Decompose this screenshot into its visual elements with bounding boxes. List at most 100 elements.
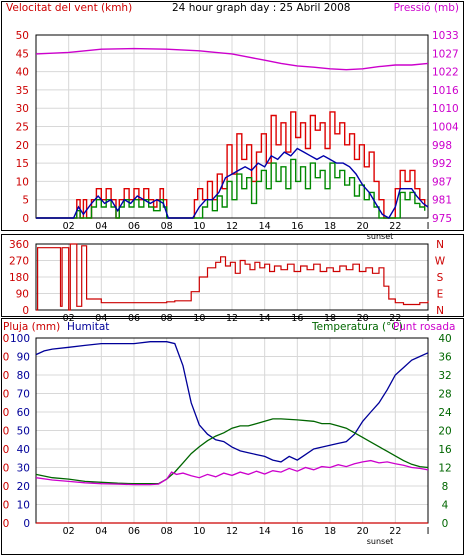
- wind_direction-xtick-14: 14: [259, 313, 271, 324]
- wind_pressure-xtick-20: 20: [357, 221, 369, 232]
- temperature-ytick-28: 28: [438, 389, 451, 401]
- wind_direction-xtick-08: 08: [161, 313, 173, 324]
- compass-ytick-2: S: [437, 272, 444, 284]
- temperature-axis-title: Temperatura (°C): [311, 321, 403, 333]
- wind_pressure-xtick-10: 10: [193, 221, 205, 232]
- temp_humidity-xtick-14: 14: [259, 526, 271, 537]
- humidity-ytick-20: 20: [17, 481, 30, 493]
- direction-ytick-0: 0: [22, 305, 29, 317]
- wind_direction-xtick-06: 06: [128, 313, 140, 324]
- pressure-ytick-1022: 1022: [432, 67, 459, 79]
- direction-ytick-90: 90: [16, 289, 29, 301]
- temperature-ytick-16: 16: [438, 444, 452, 456]
- rain-ytick-7: 0: [3, 389, 10, 401]
- series-temperature-line: [35, 418, 429, 485]
- wind-speed-ytick-30: 30: [16, 103, 29, 115]
- wind-pressure-panel-frame: [1, 1, 464, 231]
- wind_pressure-xtick-18: 18: [324, 221, 336, 232]
- wind_pressure-xtick-16: 16: [291, 221, 303, 232]
- temperature-ytick-32: 32: [438, 370, 451, 382]
- pressure-ytick-1010: 1010: [432, 103, 459, 115]
- temperature-ytick-20: 20: [438, 426, 451, 438]
- pressure-ytick-975: 975: [432, 213, 452, 225]
- compass-ytick-4: N: [436, 239, 444, 251]
- wind_direction-xtick-20: 20: [357, 313, 369, 324]
- pressure-ytick-1016: 1016: [432, 85, 459, 97]
- pressure-axis-title: Pressió (mb): [394, 2, 459, 14]
- chart-layers: 02 04 06 08 10 12 14 16 18 20 22 I05101520253035404…: [3, 30, 459, 546]
- temp_humidity-xtick-16: 16: [291, 526, 303, 537]
- rain-ytick-6: 0: [3, 407, 10, 419]
- temperature-ytick-24: 24: [438, 407, 452, 419]
- temperature-ytick-36: 36: [438, 352, 452, 364]
- rain-ytick-2: 0: [3, 481, 10, 493]
- temp_humidity-xtick-02: 02: [63, 526, 75, 537]
- direction-ytick-270: 270: [9, 256, 29, 268]
- temp_humidity-xtick-12: 12: [226, 526, 238, 537]
- wind_pressure-plot-border: [35, 34, 429, 219]
- compass-ytick-3: W: [435, 256, 446, 268]
- wind-direction-panel-frame: [1, 234, 464, 317]
- rain-ytick-3: 0: [3, 463, 10, 475]
- wind_direction-xtick-I: I: [427, 313, 430, 324]
- wind-speed-axis-title: Velocitat del vent (kmh): [6, 2, 132, 14]
- wind_direction-xtick-04: 04: [95, 313, 107, 324]
- pressure-ytick-1004: 1004: [432, 122, 459, 134]
- wind_pressure-xtick-I: I: [427, 221, 430, 232]
- rain-ytick-5: 0: [3, 426, 10, 438]
- rain-ytick-10: 0: [3, 333, 10, 345]
- pressure-ytick-1033: 1033: [432, 30, 459, 42]
- rain-ytick-1: 0: [3, 500, 10, 512]
- temp-humidity-panel-frame: [1, 318, 464, 555]
- dewpoint-axis-title: Punt rosada: [393, 321, 455, 333]
- humidity-ytick-0: 0: [23, 518, 30, 530]
- temp_humidity-xtick-10: 10: [193, 526, 205, 537]
- wind_direction-xtick-02: 02: [63, 313, 75, 324]
- chart-title: 24 hour graph day : 25 Abril 2008: [172, 2, 350, 14]
- humidity-ytick-100: 100: [10, 333, 30, 345]
- series-humidity-line: [35, 341, 429, 463]
- wind-speed-ytick-20: 20: [16, 140, 29, 152]
- rain-axis-title: Pluja (mm): [3, 321, 60, 333]
- wind_pressure-xtick-08: 08: [161, 221, 173, 232]
- wind_direction-xtick-10: 10: [193, 313, 205, 324]
- temp_humidity-xtick-04: 04: [95, 526, 107, 537]
- compass-ytick-1: E: [437, 289, 444, 301]
- series-direction-line: [36, 243, 429, 311]
- wind-speed-ytick-35: 35: [16, 85, 29, 97]
- wind_direction-xtick-18: 18: [324, 313, 336, 324]
- humidity-ytick-40: 40: [17, 444, 30, 456]
- humidity-axis-title: Humitat: [67, 321, 109, 333]
- wind_direction-xtick-12: 12: [226, 313, 238, 324]
- wind-speed-ytick-40: 40: [16, 67, 29, 79]
- humidity-ytick-90: 90: [17, 352, 30, 364]
- sunset-label-bottom: sunset: [367, 537, 394, 546]
- pressure-ytick-998: 998: [432, 140, 452, 152]
- wind_direction-xtick-22: 22: [389, 313, 401, 324]
- humidity-ytick-80: 80: [17, 370, 30, 382]
- wind_direction-plot-border: [35, 243, 429, 311]
- temp_humidity-xtick-20: 20: [357, 526, 369, 537]
- temperature-ytick-40: 40: [438, 333, 451, 345]
- direction-ytick-180: 180: [9, 272, 29, 284]
- temperature-ytick-12: 12: [438, 463, 451, 475]
- compass-ytick-0: N: [436, 305, 444, 317]
- humidity-ytick-30: 30: [17, 463, 30, 475]
- wind_pressure-xtick-02: 02: [63, 221, 75, 232]
- rain-ytick-4: 0: [3, 444, 10, 456]
- sunset-label-top: sunset: [367, 232, 394, 241]
- wind-speed-ytick-5: 5: [22, 195, 29, 207]
- pressure-ytick-987: 987: [432, 176, 452, 188]
- temperature-ytick-4: 4: [442, 500, 449, 512]
- series-dewpoint-line: [35, 459, 429, 486]
- temp_humidity-xtick-06: 06: [128, 526, 140, 537]
- wind_pressure-xtick-14: 14: [259, 221, 271, 232]
- wind_pressure-xtick-22: 22: [389, 221, 401, 232]
- wind-speed-ytick-45: 45: [16, 48, 29, 60]
- wind_pressure-xtick-04: 04: [95, 221, 107, 232]
- temperature-ytick-8: 8: [442, 481, 449, 493]
- rain-ytick-8: 0: [3, 370, 10, 382]
- humidity-ytick-70: 70: [17, 389, 30, 401]
